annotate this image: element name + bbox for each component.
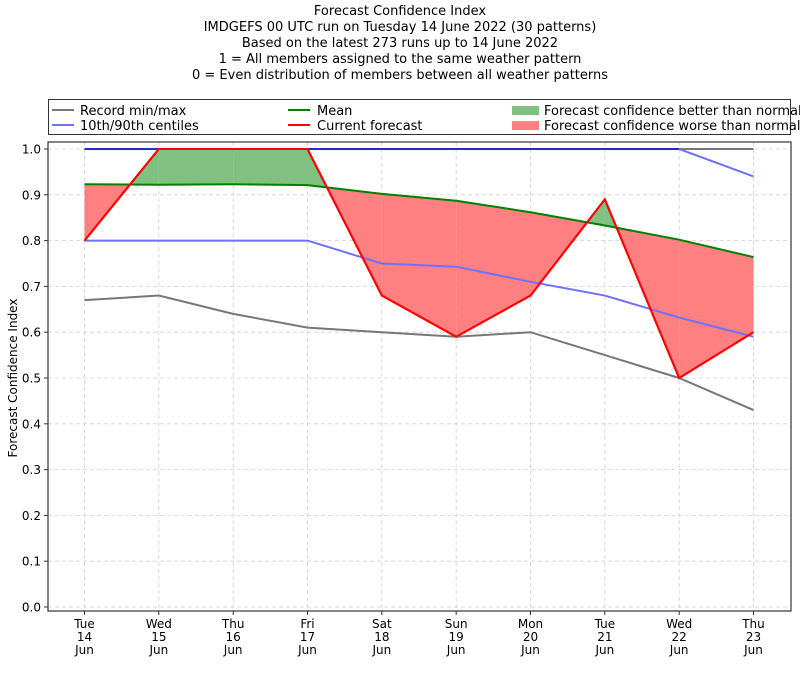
x-tick-label-day: Tue <box>73 617 95 631</box>
y-tick-label: 0.0 <box>22 601 41 615</box>
series-line-mean <box>84 183 754 259</box>
x-tick-label-day: Fri <box>300 617 314 631</box>
legend-frame <box>48 99 791 135</box>
series-lines <box>83 148 755 411</box>
x-tick-label-day: Wed <box>666 617 692 631</box>
x-tick-label-month: Jun <box>669 643 689 657</box>
x-tick-label-day: Tue <box>594 617 616 631</box>
x-tick-label-date: 23 <box>746 630 761 644</box>
x-tick-label-day: Thu <box>741 617 765 631</box>
x-tick-label-day: Sat <box>372 617 392 631</box>
x-tick-label-month: Jun <box>520 643 540 657</box>
x-tick-label-date: 16 <box>226 630 241 644</box>
y-tick-label: 0.9 <box>22 188 41 202</box>
fill-worse-than-normal <box>456 200 531 337</box>
x-tick-label-day: Thu <box>221 617 245 631</box>
x-tick-label-date: 22 <box>672 630 687 644</box>
fill-worse-than-normal <box>530 212 588 296</box>
x-tick-label-day: Wed <box>146 617 172 631</box>
legend-label-mean: Mean <box>317 104 352 119</box>
x-tick-label-month: Jun <box>74 643 94 657</box>
y-tick-label: 1.0 <box>22 143 41 157</box>
y-tick-label: 0.4 <box>22 417 41 431</box>
x-tick-label-date: 17 <box>300 630 315 644</box>
series-line-record-min <box>84 294 754 411</box>
x-tick-label-month: Jun <box>446 643 466 657</box>
x-tick-label-date: 19 <box>449 630 464 644</box>
confidence-fills <box>84 149 754 378</box>
x-tick-label-date: 20 <box>523 630 538 644</box>
legend-label-record: Record min/max <box>80 104 187 119</box>
series-line-current-forecast-top <box>83 148 755 380</box>
y-tick-label: 0.3 <box>22 463 41 477</box>
legend-label-current: Current forecast <box>317 119 423 134</box>
y-tick-label: 0.8 <box>22 234 41 248</box>
legend-label-worse: Forecast confidence worse than normal <box>544 119 800 134</box>
chart-subtitle-2: Based on the latest 273 runs up to 14 Ju… <box>241 36 559 51</box>
y-tick-label: 0.2 <box>22 509 41 523</box>
legend-swatch-better <box>512 106 539 115</box>
legend-label-centiles: 10th/90th centiles <box>80 119 199 134</box>
x-tick-label-month: Jun <box>743 643 763 657</box>
y-tick-label: 0.5 <box>22 372 41 386</box>
y-axis-label: Forecast Confidence Index <box>6 299 20 458</box>
x-tick-label-date: 14 <box>77 630 92 644</box>
axes: 0.00.10.20.30.40.50.60.70.80.91.0Tue14Ju… <box>22 141 792 657</box>
series-line-10th-centile <box>84 239 754 338</box>
chart-subtitle-1: IMDGEFS 00 UTC run on Tuesday 14 June 20… <box>203 20 597 35</box>
chart-subtitle-3: 1 = All members assigned to the same wea… <box>218 52 582 67</box>
x-tick-label-month: Jun <box>148 643 168 657</box>
chart-title-block: Forecast Confidence Index IMDGEFS 00 UTC… <box>0 4 800 84</box>
legend-swatch-worse <box>512 121 539 130</box>
x-tick-label-month: Jun <box>594 643 614 657</box>
x-tick-label-date: 15 <box>151 630 166 644</box>
legend: Record min/max 10th/90th centiles Mean C… <box>48 99 800 135</box>
x-tick-label-day: Sun <box>445 617 468 631</box>
fill-better-than-normal <box>158 149 234 185</box>
y-tick-label: 0.7 <box>22 280 41 294</box>
x-tick-label-month: Jun <box>223 643 243 657</box>
y-tick-label: 0.1 <box>22 555 41 569</box>
x-tick-label-date: 18 <box>374 630 389 644</box>
x-tick-label-day: Mon <box>518 617 543 631</box>
y-tick-label: 0.6 <box>22 326 41 340</box>
legend-label-better: Forecast confidence better than normal <box>544 104 800 119</box>
x-tick-label-month: Jun <box>371 643 391 657</box>
chart-title: Forecast Confidence Index <box>313 4 487 19</box>
fill-better-than-normal <box>233 149 308 186</box>
fill-worse-than-normal <box>679 239 754 378</box>
axes-frame <box>47 141 792 612</box>
x-tick-label-month: Jun <box>297 643 317 657</box>
x-tick-label-date: 21 <box>597 630 612 644</box>
chart-subtitle-4: 0 = Even distribution of members between… <box>191 68 609 83</box>
